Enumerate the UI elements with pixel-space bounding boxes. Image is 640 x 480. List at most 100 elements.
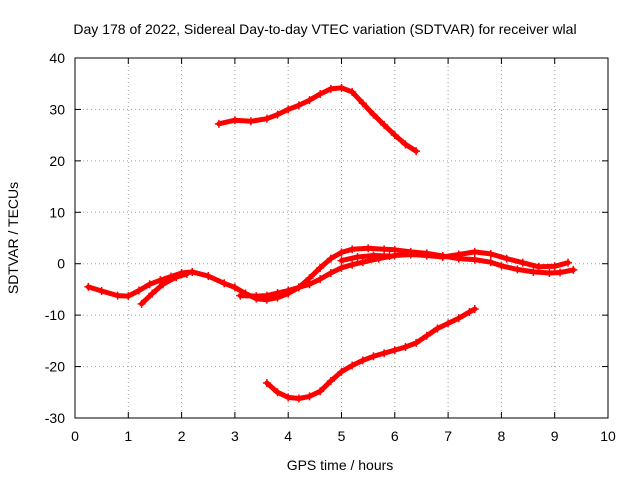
data-point — [390, 131, 399, 140]
y-axis-ticks: -30 -20 -10 0 10 20 30 40 — [45, 50, 608, 426]
data-point — [262, 291, 271, 300]
data-point — [369, 352, 378, 361]
data-point — [262, 379, 271, 388]
data-point — [137, 299, 146, 308]
x-tick-label: 4 — [284, 428, 292, 444]
x-tick-label: 1 — [124, 428, 132, 444]
data-point — [182, 270, 191, 278]
data-point — [470, 255, 479, 264]
y-tick-label: 40 — [49, 50, 65, 66]
data-point — [385, 252, 394, 260]
data-point — [337, 248, 346, 257]
data-point — [380, 349, 389, 358]
data-point — [433, 324, 442, 333]
x-tick-label: 5 — [338, 428, 346, 444]
data-point — [305, 96, 314, 105]
data-point — [172, 273, 181, 282]
data-point — [305, 280, 314, 289]
x-tick-label: 10 — [600, 428, 616, 444]
data-point — [284, 286, 293, 295]
data-point — [470, 304, 479, 313]
data-point — [134, 286, 143, 295]
data-point — [358, 258, 367, 267]
data-point — [422, 251, 431, 260]
data-point — [550, 262, 559, 271]
data-point — [406, 250, 415, 259]
data-point — [369, 110, 378, 119]
y-tick-label: 30 — [49, 101, 65, 117]
data-point — [369, 251, 378, 260]
x-tick-label: 3 — [231, 428, 239, 444]
data-point — [390, 346, 399, 355]
data-point — [497, 261, 506, 270]
data-point — [454, 250, 463, 259]
data-point — [569, 265, 578, 274]
data-point — [145, 280, 154, 289]
data-point — [513, 265, 522, 274]
data-point — [188, 267, 197, 276]
data-point — [236, 291, 245, 300]
data-point — [294, 394, 303, 403]
data-point — [252, 292, 261, 301]
data-point — [353, 253, 362, 262]
data-point — [305, 392, 314, 401]
data-series — [84, 83, 578, 403]
data-point — [273, 110, 282, 119]
data-point — [364, 244, 373, 253]
chart-title: Day 178 of 2022, Sidereal Day-to-day VTE… — [73, 21, 576, 37]
data-point — [220, 279, 229, 288]
data-point — [316, 263, 325, 272]
data-point — [337, 367, 346, 376]
x-tick-label: 2 — [178, 428, 186, 444]
data-point — [545, 268, 554, 277]
data-point — [412, 147, 421, 156]
data-point — [326, 254, 335, 263]
data-point — [204, 272, 213, 281]
data-point — [358, 99, 367, 108]
data-point — [316, 387, 325, 396]
data-point — [284, 393, 293, 402]
x-tick-label: 9 — [551, 428, 559, 444]
data-point — [348, 87, 357, 96]
data-point — [486, 258, 495, 267]
data-point — [230, 116, 239, 125]
y-tick-label: 10 — [49, 204, 65, 220]
data-point — [337, 263, 346, 272]
series-track-4 — [339, 253, 392, 264]
data-point — [337, 83, 346, 92]
data-point — [438, 253, 447, 262]
data-point — [97, 286, 106, 295]
data-point — [380, 245, 389, 254]
data-point — [465, 308, 474, 317]
data-point — [316, 90, 325, 98]
data-point — [148, 289, 157, 298]
data-point — [326, 376, 335, 385]
y-axis-label: SDTVAR / TECUs — [5, 182, 21, 294]
data-point — [502, 254, 511, 263]
y-tick-label: 0 — [57, 256, 65, 272]
data-point — [534, 262, 543, 271]
y-tick-label: -20 — [45, 359, 65, 375]
data-point — [326, 268, 335, 277]
data-point — [556, 268, 565, 277]
data-point — [486, 249, 495, 258]
data-point — [262, 114, 271, 123]
data-point — [454, 314, 463, 323]
data-point — [348, 361, 357, 370]
data-point — [348, 245, 357, 254]
data-point — [401, 343, 410, 352]
data-point — [401, 140, 410, 149]
grid-lines — [75, 58, 608, 418]
data-point — [294, 283, 303, 292]
data-point — [412, 338, 421, 347]
x-axis-label: GPS time / hours — [287, 457, 394, 473]
data-point — [124, 292, 133, 301]
data-point — [358, 356, 367, 365]
series-track-6 — [264, 306, 478, 401]
data-point — [326, 84, 335, 93]
data-point — [156, 276, 165, 285]
data-point — [214, 119, 223, 128]
data-point — [316, 275, 325, 284]
y-tick-label: -10 — [45, 307, 65, 323]
